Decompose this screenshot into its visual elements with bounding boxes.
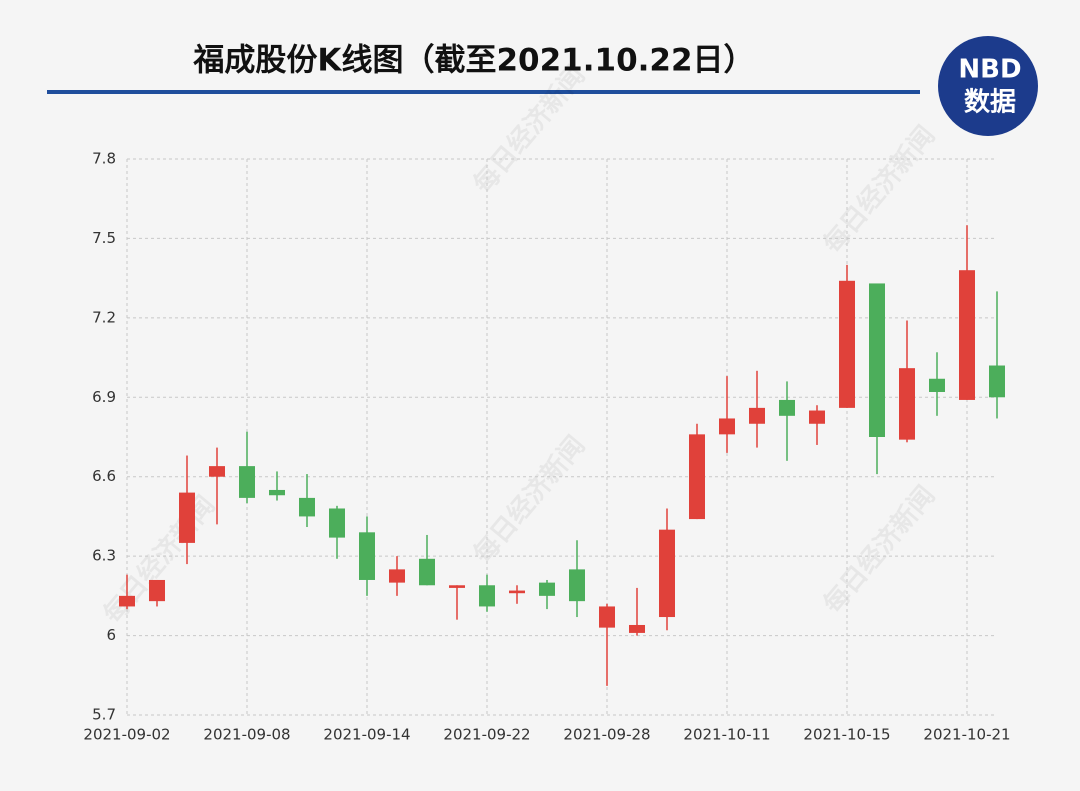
x-tick-label: 2021-09-28 bbox=[563, 726, 650, 744]
x-tick-label: 2021-10-15 bbox=[803, 726, 890, 744]
candle-body bbox=[209, 466, 225, 477]
candle-body bbox=[119, 595, 135, 607]
x-tick-label: 2021-10-11 bbox=[683, 726, 770, 744]
candle-body bbox=[239, 466, 255, 498]
candle-body bbox=[749, 407, 765, 424]
candle-body bbox=[419, 558, 435, 586]
candle-body bbox=[389, 569, 405, 583]
y-tick-label: 5.7 bbox=[92, 706, 116, 724]
candle-body bbox=[179, 492, 195, 543]
candle-body bbox=[869, 283, 885, 437]
candle-body bbox=[659, 529, 675, 618]
x-tick-label: 2021-09-22 bbox=[443, 726, 530, 744]
y-tick-label: 6.3 bbox=[92, 547, 116, 565]
candle-body bbox=[449, 585, 465, 588]
candle-body bbox=[989, 365, 1005, 398]
candle-body bbox=[269, 489, 285, 496]
candle-body bbox=[629, 624, 645, 633]
candle-body bbox=[839, 280, 855, 408]
candle-body bbox=[299, 497, 315, 517]
candle-body bbox=[929, 378, 945, 392]
candle-body bbox=[329, 508, 345, 538]
x-tick-label: 2021-09-08 bbox=[203, 726, 290, 744]
y-tick-label: 6 bbox=[106, 626, 116, 644]
x-tick-label: 2021-09-14 bbox=[323, 726, 410, 744]
candle-body bbox=[779, 399, 795, 416]
candle-body bbox=[599, 606, 615, 628]
chart-title: 福成股份K线图（截至2021.10.22日） bbox=[192, 43, 754, 79]
y-tick-label: 7.2 bbox=[92, 308, 116, 326]
candle-body bbox=[509, 590, 525, 594]
y-tick-label: 6.6 bbox=[92, 467, 116, 485]
watermark: 每日经济新闻 bbox=[817, 480, 941, 619]
candle-body bbox=[359, 532, 375, 580]
candle-body bbox=[719, 418, 735, 435]
watermarks: 每日经济新闻 每日经济新闻 每日经济新闻 每日经济新闻 每日经济新闻 bbox=[97, 60, 941, 629]
candle-body bbox=[689, 434, 705, 520]
candle-body bbox=[539, 582, 555, 596]
candle-body bbox=[899, 368, 915, 440]
title-rule bbox=[47, 90, 920, 94]
candle-body bbox=[479, 585, 495, 607]
x-tick-label: 2021-09-02 bbox=[83, 726, 170, 744]
logo-bottom: 数据 bbox=[964, 88, 1016, 118]
logo-top: NBD bbox=[958, 55, 1021, 85]
y-tick-label: 7.5 bbox=[92, 229, 116, 247]
x-tick-label: 2021-10-21 bbox=[923, 726, 1010, 744]
logo bbox=[938, 36, 1038, 136]
watermark: 每日经济新闻 bbox=[467, 430, 591, 569]
candle-body bbox=[569, 569, 585, 602]
candle-body bbox=[149, 579, 165, 602]
y-tick-label: 6.9 bbox=[92, 388, 116, 406]
watermark: 每日经济新闻 bbox=[467, 60, 591, 199]
y-tick-label: 7.8 bbox=[92, 150, 116, 168]
candle-body bbox=[809, 410, 825, 424]
candle-body bbox=[959, 270, 975, 400]
